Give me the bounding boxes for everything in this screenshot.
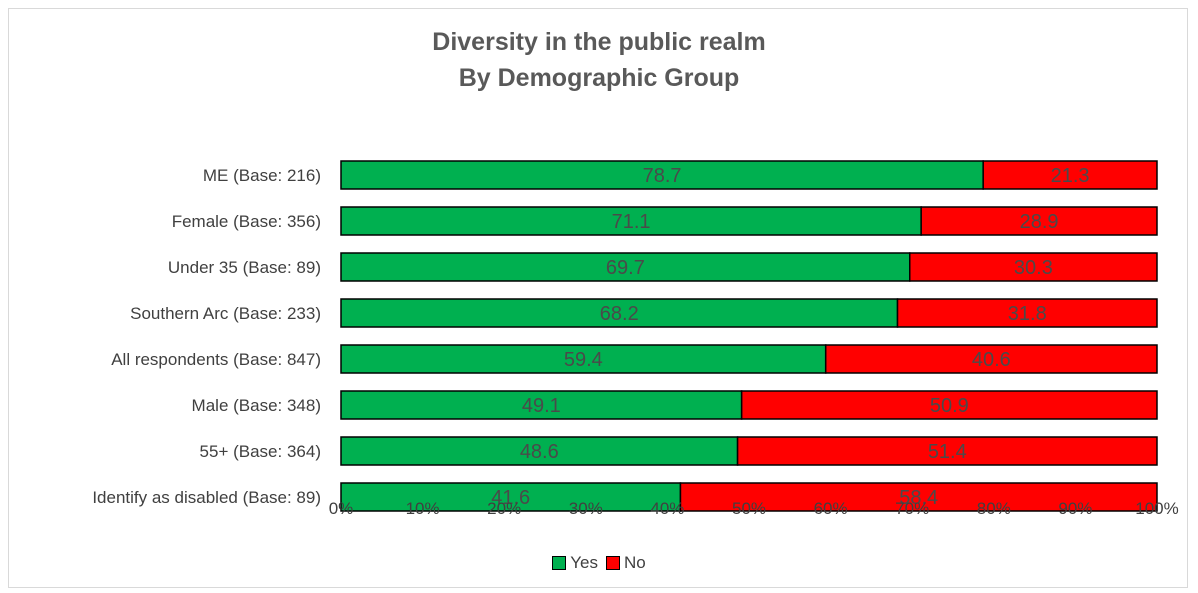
bar-no-7 <box>679 482 1158 512</box>
bar-yes-3 <box>340 298 899 328</box>
data-label-yes-4: 59.4 <box>564 349 603 371</box>
data-label-yes-1: 71.1 <box>612 211 651 233</box>
data-label-yes-2: 69.7 <box>606 257 645 279</box>
x-tick-label: 0% <box>329 499 354 518</box>
legend-label-no: No <box>624 553 646 572</box>
data-label-yes-5: 49.1 <box>522 395 561 417</box>
category-label: Female (Base: 356) <box>172 212 321 231</box>
bar-no-6 <box>736 436 1158 466</box>
bar-yes-5 <box>340 390 743 420</box>
x-tick-label: 30% <box>569 499 603 518</box>
data-label-no-7: 58.4 <box>899 487 938 509</box>
x-tick-label: 80% <box>977 499 1011 518</box>
chart-title: Diversity in the public realm <box>432 28 766 56</box>
chart-subtitle: By Demographic Group <box>458 64 740 92</box>
chart-title-block: Diversity in the public realm By Demogra… <box>0 24 1198 96</box>
x-tick-label: 90% <box>1058 499 1092 518</box>
legend-swatch-no <box>606 556 620 570</box>
data-label-no-4: 40.6 <box>972 349 1011 371</box>
bar-yes-6 <box>340 436 739 466</box>
category-label: 55+ (Base: 364) <box>200 442 321 461</box>
bar-yes-4 <box>340 344 827 374</box>
category-label: Identify as disabled (Base: 89) <box>92 488 321 507</box>
category-label: ME (Base: 216) <box>203 166 321 185</box>
data-label-yes-7: 41.6 <box>491 487 530 509</box>
data-label-no-2: 30.3 <box>1014 257 1053 279</box>
data-label-no-5: 50.9 <box>930 395 969 417</box>
legend-item-no: No <box>606 553 646 573</box>
data-label-no-0: 21.3 <box>1051 165 1090 187</box>
legend-swatch-yes <box>552 556 567 570</box>
x-tick-label: 100% <box>1135 499 1178 518</box>
data-label-no-6: 51.4 <box>928 441 967 463</box>
bar-no-3 <box>896 298 1158 328</box>
bar-no-2 <box>909 252 1158 282</box>
data-label-no-3: 31.8 <box>1008 303 1047 325</box>
category-label: Southern Arc (Base: 233) <box>130 304 321 323</box>
x-tick-label: 70% <box>895 499 929 518</box>
bar-no-5 <box>740 390 1158 420</box>
data-label-yes-3: 68.2 <box>600 303 639 325</box>
bar-no-0 <box>982 160 1158 190</box>
x-tick-label: 10% <box>406 499 440 518</box>
bar-yes-2 <box>340 252 911 282</box>
bar-no-1 <box>920 206 1158 236</box>
x-tick-label: 50% <box>732 499 766 518</box>
legend: Yes No <box>0 553 1198 573</box>
legend-item-yes: Yes <box>552 553 598 573</box>
data-label-yes-0: 78.7 <box>643 165 682 187</box>
bar-no-4 <box>824 344 1158 374</box>
legend-label-yes: Yes <box>570 553 598 572</box>
data-label-no-1: 28.9 <box>1020 211 1059 233</box>
data-label-yes-6: 48.6 <box>520 441 559 463</box>
x-tick-label: 40% <box>650 499 684 518</box>
category-label: Under 35 (Base: 89) <box>168 258 321 277</box>
x-tick-label: 60% <box>814 499 848 518</box>
category-label: All respondents (Base: 847) <box>111 350 321 369</box>
category-label: Male (Base: 348) <box>192 396 321 415</box>
x-tick-label: 20% <box>487 499 521 518</box>
bar-yes-1 <box>340 206 922 236</box>
